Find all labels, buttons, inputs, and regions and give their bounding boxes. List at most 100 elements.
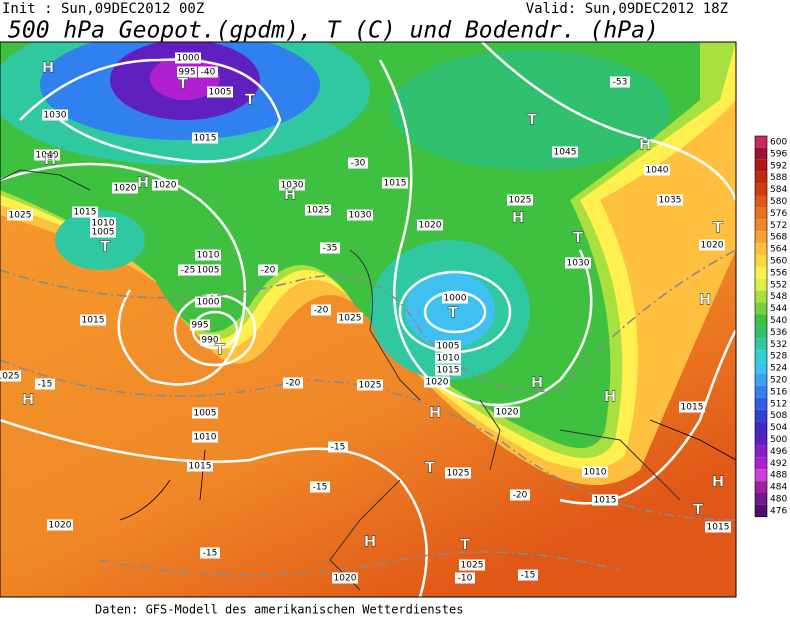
isobar-label-box xyxy=(332,572,358,584)
isobar-label: -15 xyxy=(331,443,346,453)
isobar-label: -15 xyxy=(38,380,53,390)
isobar-label: 1020 xyxy=(701,241,724,251)
isobar-label-box xyxy=(435,364,461,376)
colorbar-tick-label: 552 xyxy=(770,280,787,290)
isobar-label-box xyxy=(175,52,201,64)
isobar-label-box xyxy=(445,467,471,479)
isobar-label: 1000 xyxy=(444,294,467,304)
pressure-center: H xyxy=(284,186,297,204)
colorbar-tick-label: 568 xyxy=(770,233,787,243)
isobar-label-box xyxy=(679,401,705,413)
colorbar-swatch xyxy=(755,421,767,434)
colorbar-tick-label: 508 xyxy=(770,411,787,421)
isobar-label-box xyxy=(455,572,475,584)
isobar-label-box xyxy=(42,109,68,121)
colorbar-tick-label: 484 xyxy=(770,483,787,493)
isobar-label: 1020 xyxy=(419,221,442,231)
isobar-label-box xyxy=(7,209,33,221)
colorbar-tick-label: 532 xyxy=(770,340,787,350)
pressure-center: H xyxy=(639,136,652,154)
isobar-label-box xyxy=(195,249,221,261)
isobar-label-box xyxy=(90,226,116,238)
pressure-center: T xyxy=(245,91,256,109)
colorbar-swatch xyxy=(755,350,767,363)
isobar-label-box xyxy=(112,182,138,194)
pressure-center: T xyxy=(527,111,538,129)
colorbar-tick-label: 564 xyxy=(770,245,787,255)
isobar-label: -15 xyxy=(313,483,328,493)
pressure-center: H xyxy=(429,404,442,422)
pressure-center: T xyxy=(573,229,584,247)
colorbar-tick-label: 584 xyxy=(770,185,787,195)
isobar-label: 1035 xyxy=(659,196,682,206)
colorbar-swatch xyxy=(755,326,767,339)
isobar-label: 990 xyxy=(201,336,218,346)
colorbar-swatch xyxy=(755,302,767,315)
isobar-label: 1015 xyxy=(707,523,730,533)
colorbar-tick-label: 600 xyxy=(770,137,787,147)
colorbar-swatch xyxy=(755,231,767,244)
isobar-label-box xyxy=(592,494,618,506)
colorbar-swatch xyxy=(755,362,767,374)
isobar-label: 1030 xyxy=(567,259,590,269)
map: 1000 995 -40 1005 1030 1040 1015 1020 1020 1025 10… xyxy=(0,41,737,598)
pressure-center: T xyxy=(215,341,226,359)
isobar-label: 1030 xyxy=(281,181,304,191)
isobar-label-box xyxy=(311,304,331,316)
pressure-center: H xyxy=(712,473,725,491)
isobar-label: -30 xyxy=(351,159,366,169)
isobar-label-box xyxy=(328,441,348,453)
colorbar-swatch xyxy=(755,290,767,303)
colorbar-swatch xyxy=(755,374,767,386)
isobar-label-box xyxy=(200,334,220,346)
pressure-center: H xyxy=(42,59,55,77)
isobar-label-box xyxy=(644,164,670,176)
isobar-label: 1025 xyxy=(339,314,362,324)
isobar-label-box xyxy=(510,489,530,501)
isobar-label: 995 xyxy=(178,68,195,78)
isobar-label: -20 xyxy=(261,266,276,276)
colorbar-frame xyxy=(754,135,768,518)
colorbar-swatch xyxy=(755,219,767,232)
colorbar-tick-label: 504 xyxy=(770,423,787,433)
isobar-label-box xyxy=(442,292,468,304)
colorbar-tick-label: 544 xyxy=(770,304,787,314)
colorbar-swatch xyxy=(755,504,767,517)
pressure-center: H xyxy=(44,151,57,169)
isobar-label: -20 xyxy=(286,379,301,389)
isobar-label: 1020 xyxy=(114,184,137,194)
isobar-label-box xyxy=(178,264,198,276)
isobar-label: -40 xyxy=(201,68,216,78)
isobar-label: 1010 xyxy=(584,468,607,478)
pressure-center: H xyxy=(137,174,150,192)
isobar-label-box xyxy=(459,559,485,571)
isobar-label-box xyxy=(518,569,538,581)
pressure-center: T xyxy=(425,459,436,477)
isobar-label-box xyxy=(177,66,197,78)
isobar-label: 1025 xyxy=(359,381,382,391)
isobar-label: 1005 xyxy=(197,266,220,276)
pressure-center: H xyxy=(531,374,544,392)
colorbar-tick-label: 556 xyxy=(770,268,787,278)
isobar-label-box xyxy=(657,194,683,206)
isobar-label-box xyxy=(417,219,443,231)
colorbar-tick-label: 516 xyxy=(770,387,787,397)
pressure-center: H xyxy=(512,209,525,227)
colorbar-swatch xyxy=(755,266,767,279)
isobar-label: 1000 xyxy=(197,298,220,308)
pressure-center: T xyxy=(448,304,459,322)
colorbar-tick-label: 520 xyxy=(770,375,787,385)
colorbar-swatch xyxy=(755,243,767,255)
isobar-label: 1030 xyxy=(349,211,372,221)
isobar-label: -20 xyxy=(314,306,329,316)
colorbar-tick-label: 496 xyxy=(770,447,787,457)
isobar-label-box xyxy=(348,157,368,169)
pressure-center: T xyxy=(100,238,111,256)
colorbar-tick-label: 596 xyxy=(770,149,787,159)
isobar-label: 1025 xyxy=(461,561,484,571)
isobar-label: 1020 xyxy=(426,378,449,388)
isobar-label-box xyxy=(435,352,461,364)
isobar-label-box xyxy=(72,206,98,218)
colorbar-tick-label: 580 xyxy=(770,197,787,207)
